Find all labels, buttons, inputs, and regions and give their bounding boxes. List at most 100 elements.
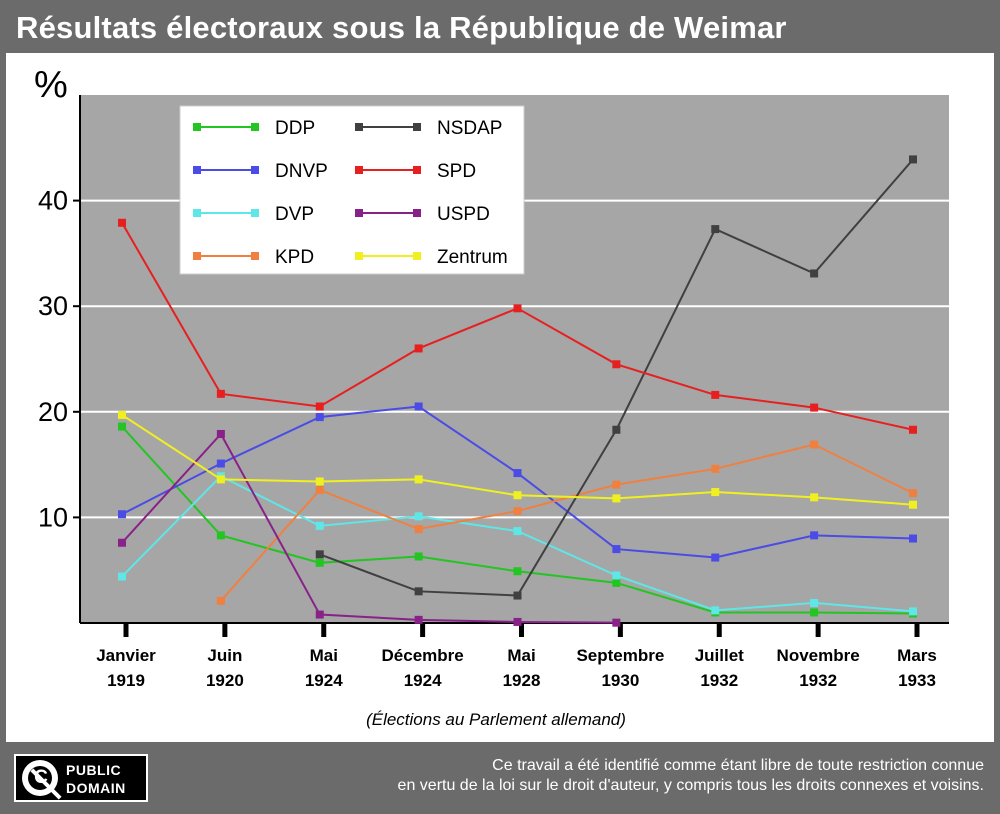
- page-title: Résultats électoraux sous la République …: [16, 10, 787, 45]
- legend-swatch-start-dnvp: [193, 166, 201, 174]
- x-tick-label-line1-6: Juillet: [695, 646, 744, 665]
- point-zentrum-1: [216, 475, 225, 484]
- title-bar: Résultats électoraux sous la République …: [4, 4, 996, 52]
- x-tick-label-line2-7: 1932: [799, 671, 837, 690]
- x-tick-label-line2-4: 1928: [503, 671, 541, 690]
- legend-item-dnvp: DNVP: [193, 161, 328, 182]
- x-tick-label-line1-0: Janvier: [96, 646, 156, 665]
- legend-label-ddp: DDP: [275, 118, 315, 139]
- x-tick-label-line1-1: Juin: [207, 646, 242, 665]
- point-nsdap-2: [315, 550, 324, 559]
- point-dnvp-4: [513, 469, 522, 478]
- series-line-uspd: [121, 432, 617, 624]
- legend-label-kpd: KPD: [275, 247, 314, 268]
- series-kpd: [216, 440, 917, 605]
- legend-swatch-start-kpd: [193, 252, 201, 260]
- point-uspd-3: [414, 615, 423, 624]
- point-uspd-1: [216, 429, 225, 438]
- x-axis-label: (Élections au Parlement allemand): [366, 710, 626, 729]
- point-spd-8: [909, 425, 917, 434]
- x-tick-label-line2-0: 1919: [107, 671, 145, 690]
- legend-swatch-start-uspd: [355, 209, 363, 217]
- license-notice-line-1: Ce travail a été identifié comme étant l…: [492, 757, 984, 774]
- legend-item-nsdap: NSDAP: [355, 118, 502, 139]
- y-axis-label: %: [34, 64, 68, 106]
- point-nsdap-5: [612, 425, 621, 434]
- x-tick-label-0: Janvier 1919: [96, 646, 156, 690]
- x-tick-label-line2-6: 1932: [700, 671, 738, 690]
- point-kpd-1: [216, 596, 225, 605]
- y-tick-label-10: 10: [38, 502, 68, 532]
- point-spd-0: [118, 218, 126, 227]
- point-spd-1: [216, 389, 225, 398]
- series-nsdap: [315, 155, 917, 600]
- x-tick-label-line1-2: Mai: [310, 646, 338, 665]
- point-kpd-5: [612, 480, 621, 489]
- legend-label-dnvp: DNVP: [275, 161, 328, 182]
- x-tick-label-2: Mai 1924: [305, 646, 343, 690]
- legend-label-zentrum: Zentrum: [437, 247, 508, 268]
- legend-item-spd: SPD: [355, 161, 476, 182]
- legend-swatch-end-dnvp: [251, 166, 259, 174]
- footer: C PUBLIC DOMAIN Ce travail a été identif…: [4, 744, 996, 810]
- point-zentrum-2: [315, 477, 324, 486]
- point-dvp-3: [414, 512, 423, 521]
- point-zentrum-6: [711, 488, 720, 497]
- point-dvp-4: [513, 527, 522, 536]
- legend-swatch-end-zentrum: [413, 252, 421, 260]
- public-domain-badge[interactable]: C PUBLIC DOMAIN: [14, 754, 148, 802]
- point-uspd-4: [513, 617, 522, 626]
- legend-item-dvp: DVP: [193, 204, 314, 225]
- point-dvp-7: [810, 598, 819, 607]
- point-zentrum-5: [612, 494, 621, 503]
- x-tick-label-line1-4: Mai: [507, 646, 535, 665]
- series-dnvp: [118, 402, 917, 562]
- point-kpd-4: [513, 507, 522, 516]
- point-dnvp-1: [216, 459, 225, 468]
- point-ddp-0: [118, 422, 126, 431]
- point-spd-7: [810, 403, 819, 412]
- legend-swatch-end-dvp: [251, 209, 259, 217]
- license-notice-line-2: en vertu de la loi sur le droit d'auteur…: [397, 777, 984, 794]
- legend-label-spd: SPD: [437, 161, 476, 182]
- x-tick-label-3: Décembre 1924: [382, 646, 464, 690]
- point-nsdap-4: [513, 591, 522, 600]
- badge-text-domain: DOMAIN: [66, 780, 126, 796]
- x-tick-label-line1-7: Novembre: [777, 646, 860, 665]
- legend-label-dvp: DVP: [275, 204, 314, 225]
- point-dnvp-7: [810, 531, 819, 540]
- point-dnvp-5: [612, 545, 621, 554]
- point-spd-4: [513, 304, 522, 313]
- point-uspd-2: [315, 610, 324, 619]
- point-dnvp-0: [118, 510, 126, 519]
- legend-swatch-end-nsdap: [413, 123, 421, 131]
- point-kpd-3: [414, 525, 423, 534]
- legend-swatch-end-kpd: [251, 252, 259, 260]
- legend-label-nsdap: NSDAP: [437, 118, 502, 139]
- legend-item-kpd: KPD: [193, 247, 314, 268]
- point-nsdap-7: [810, 269, 819, 278]
- point-dvp-0: [118, 572, 126, 581]
- series-zentrum: [118, 410, 917, 509]
- point-kpd-8: [909, 489, 917, 498]
- license-notice: Ce travail a été identifié comme étant l…: [398, 756, 984, 796]
- point-dvp-6: [711, 606, 720, 615]
- legend-swatch-end-uspd: [413, 209, 421, 217]
- point-ddp-1: [216, 531, 225, 540]
- point-nsdap-3: [414, 587, 423, 596]
- x-tick-label-8: Mars 1933: [897, 646, 937, 690]
- x-tick-label-line1-5: Septembre: [576, 646, 664, 665]
- legend-swatch-start-zentrum: [355, 252, 363, 260]
- x-tick-label-7: Novembre 1932: [777, 646, 860, 690]
- x-tick-label-line2-5: 1930: [601, 671, 639, 690]
- x-tick-label-line2-1: 1920: [206, 671, 244, 690]
- y-tick-label-30: 30: [38, 291, 68, 321]
- point-nsdap-6: [711, 225, 720, 234]
- point-uspd-0: [118, 538, 126, 547]
- legend-item-uspd: USPD: [355, 204, 490, 225]
- point-ddp-4: [513, 567, 522, 576]
- series-uspd: [118, 429, 621, 627]
- x-tick-label-line2-3: 1924: [404, 671, 442, 690]
